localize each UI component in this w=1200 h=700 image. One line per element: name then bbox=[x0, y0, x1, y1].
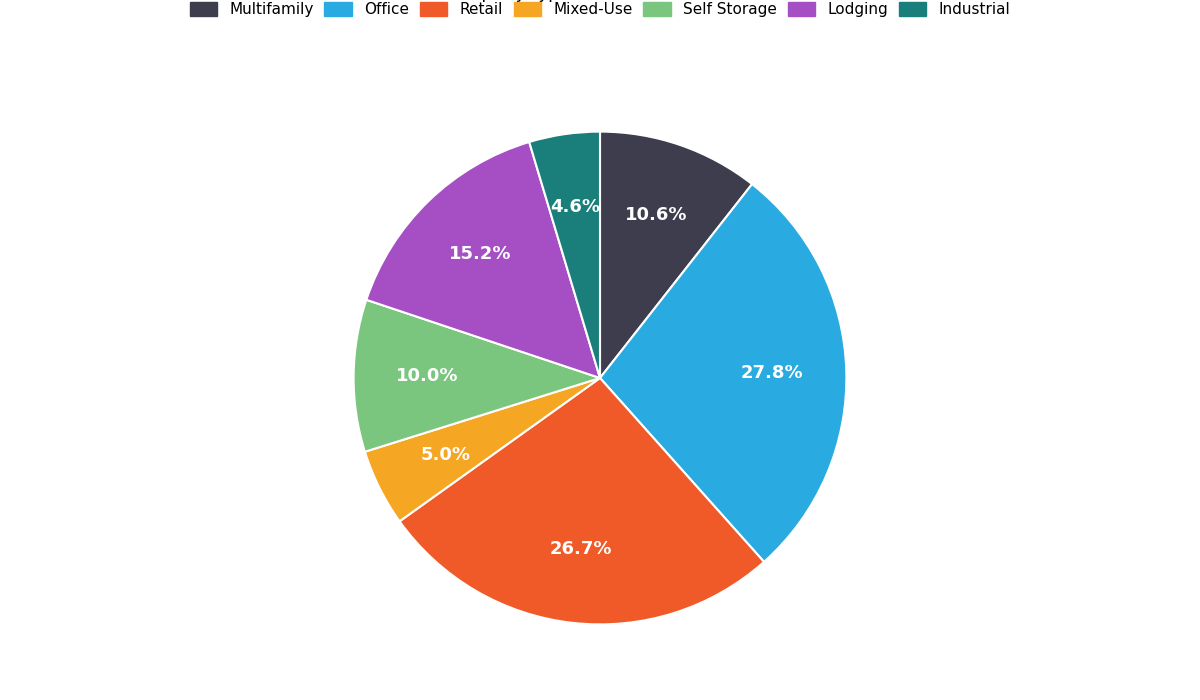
Text: 4.6%: 4.6% bbox=[550, 198, 600, 216]
Text: 27.8%: 27.8% bbox=[742, 363, 804, 382]
Text: 5.0%: 5.0% bbox=[421, 446, 470, 464]
Text: 10.0%: 10.0% bbox=[396, 368, 458, 386]
Text: 26.7%: 26.7% bbox=[550, 540, 612, 559]
Wedge shape bbox=[400, 378, 764, 624]
Wedge shape bbox=[600, 184, 846, 562]
Wedge shape bbox=[354, 300, 600, 452]
Text: 10.6%: 10.6% bbox=[625, 206, 688, 224]
Wedge shape bbox=[529, 132, 600, 378]
Wedge shape bbox=[365, 378, 600, 522]
Legend: Multifamily, Office, Retail, Mixed-Use, Self Storage, Lodging, Industrial: Multifamily, Office, Retail, Mixed-Use, … bbox=[185, 0, 1015, 22]
Text: 15.2%: 15.2% bbox=[449, 245, 511, 263]
Wedge shape bbox=[366, 142, 600, 378]
Title: Property Types for BBCMS 2019-C5: Property Types for BBCMS 2019-C5 bbox=[455, 0, 745, 2]
Wedge shape bbox=[600, 132, 752, 378]
